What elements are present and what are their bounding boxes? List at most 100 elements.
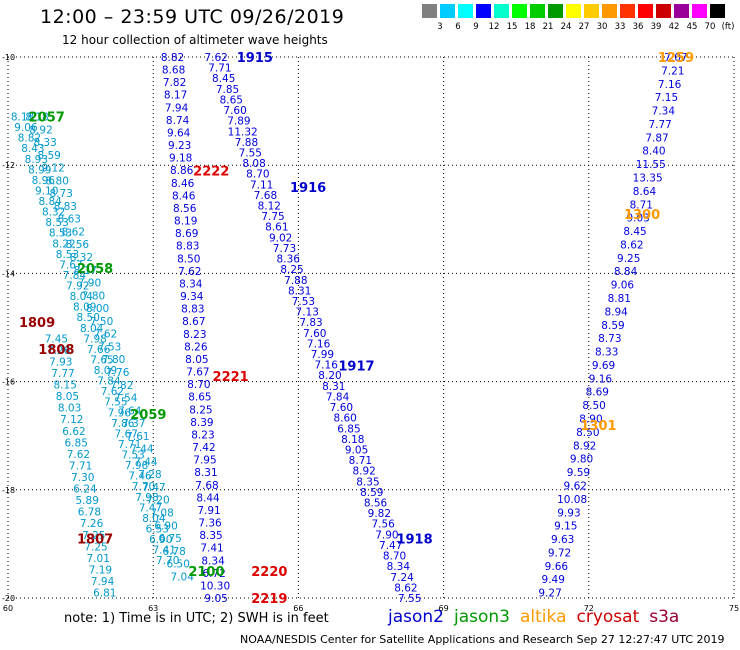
wave-height-value: 8.44 bbox=[196, 492, 220, 504]
legend-swatch bbox=[566, 4, 581, 18]
lat-tick-label: -14 bbox=[2, 269, 15, 278]
legend-swatch bbox=[440, 4, 455, 18]
pass-time-label: 1916 bbox=[290, 181, 326, 196]
wave-height-value: 9.23 bbox=[168, 140, 191, 152]
pass-time-label: 1809 bbox=[19, 316, 55, 331]
wave-height-value: 7.85 bbox=[216, 84, 239, 96]
wave-height-value: 7.80 bbox=[82, 290, 105, 302]
wave-height-value: 7.28 bbox=[138, 469, 161, 481]
wave-height-value: 8.53 bbox=[45, 217, 68, 229]
wave-height-value: 7.55 bbox=[104, 397, 127, 409]
wave-height-value: 8.31 bbox=[194, 467, 217, 479]
wave-height-value: 8.03 bbox=[58, 403, 81, 415]
wave-height-value: 9.49 bbox=[542, 574, 565, 586]
wave-height-value: 7.36 bbox=[198, 518, 222, 530]
lat-tick-label: -12 bbox=[2, 161, 15, 170]
wave-height-value: 6.50 bbox=[167, 559, 190, 571]
wave-height-value: 7.60 bbox=[330, 402, 353, 414]
wave-height-value: 8.50 bbox=[177, 253, 200, 265]
wave-height-value: 7.71 bbox=[118, 439, 141, 451]
wave-height-value: 7.77 bbox=[648, 119, 671, 131]
wave-height-value: 8.83 bbox=[181, 304, 204, 316]
pass-time-label: 1808 bbox=[38, 343, 74, 358]
wave-height-value: 8.08 bbox=[242, 158, 265, 170]
wave-height-value: 8.71 bbox=[630, 199, 653, 211]
wave-height-value: 8.35 bbox=[356, 476, 379, 488]
wave-height-value: 8.09 bbox=[94, 365, 117, 377]
wave-height-value: 8.39 bbox=[190, 417, 213, 429]
wave-height-value: 8.56 bbox=[173, 203, 197, 215]
wave-height-value: 8.50 bbox=[576, 427, 599, 439]
wave-height-value: 6.78 bbox=[78, 507, 101, 519]
wave-height-value: 7.83 bbox=[299, 317, 322, 329]
wave-height-value: 7.98 bbox=[135, 492, 158, 504]
map-title: 12:00 – 23:59 UTC 09/26/2019 bbox=[40, 6, 345, 28]
wave-height-value: 11.32 bbox=[228, 126, 258, 138]
wave-height-value: 8.36 bbox=[277, 254, 301, 266]
wave-height-value: 8.70 bbox=[383, 551, 406, 563]
wave-height-value: 7.91 bbox=[197, 505, 220, 517]
wave-height-value: 7.82 bbox=[163, 77, 186, 89]
wave-height-value: 9.18 bbox=[169, 153, 192, 165]
wave-height-value: 7.89 bbox=[227, 116, 250, 128]
legend-swatch bbox=[530, 4, 545, 18]
wave-height-value: 8.68 bbox=[162, 65, 185, 77]
wave-height-value: 8.32 bbox=[42, 207, 65, 219]
pass-time-label: 1915 bbox=[237, 51, 273, 66]
wave-height-value: 8.12 bbox=[258, 201, 281, 213]
wave-height-value: 8.83 bbox=[176, 241, 199, 253]
wave-height-value: 7.95 bbox=[193, 455, 216, 467]
wave-height-value: 7.62 bbox=[178, 266, 201, 278]
wave-height-value: 7.99 bbox=[311, 349, 334, 361]
wave-height-value: 7.62 bbox=[94, 329, 117, 341]
satellite-legend-item: jason2 bbox=[388, 607, 444, 627]
wave-height-value: 7.71 bbox=[208, 63, 231, 75]
wave-height-value: 7.90 bbox=[78, 278, 101, 290]
wave-height-value: 7.80 bbox=[102, 354, 125, 366]
wave-height-value: 7.87 bbox=[645, 132, 668, 144]
wave-height-value: 7.86 bbox=[111, 418, 135, 430]
legend-label: 27 bbox=[578, 22, 590, 32]
wave-height-value: 9.25 bbox=[617, 253, 640, 265]
wave-height-value: 7.88 bbox=[235, 137, 258, 149]
wave-height-value: 9.02 bbox=[269, 232, 292, 244]
wave-height-value: 7.98 bbox=[83, 333, 106, 345]
wave-height-value: 8.84 bbox=[38, 196, 62, 208]
legend-label: 30 bbox=[596, 22, 608, 32]
wave-height-value: 8.50 bbox=[77, 312, 100, 324]
wave-height-value: 7.07 bbox=[664, 52, 687, 64]
wave-height-value: 6.85 bbox=[65, 437, 88, 449]
wave-height-value: 7.34 bbox=[652, 106, 676, 118]
wave-height-value: 9.06 bbox=[611, 280, 635, 292]
wave-height-value: 7.94 bbox=[165, 102, 189, 114]
wave-height-value: 8.63 bbox=[58, 214, 81, 226]
wave-height-value: 7.41 bbox=[200, 543, 223, 555]
wave-height-value: 8.34 bbox=[179, 278, 203, 290]
wave-height-value: 9.03 bbox=[626, 213, 649, 225]
wave-height-value: 7.55 bbox=[398, 593, 421, 605]
lon-tick-label: 66 bbox=[293, 604, 303, 613]
wave-height-value: 7.76 bbox=[106, 367, 130, 379]
satellite-legend-item: jason3 bbox=[454, 607, 510, 627]
wave-height-value: 9.93 bbox=[557, 507, 580, 519]
wave-height-value: 8.09 bbox=[73, 302, 96, 314]
wave-height-value: 7.08 bbox=[150, 507, 173, 519]
wave-height-value: 7.41 bbox=[153, 545, 176, 557]
wave-height-value: 8.62 bbox=[62, 226, 85, 238]
wave-height-value: 8.59 bbox=[360, 487, 383, 499]
wave-height-value: 8.94 bbox=[604, 306, 628, 318]
legend-label: 12 bbox=[488, 22, 500, 32]
wave-height-value: 8.83 bbox=[54, 201, 77, 213]
wave-height-value: 7.90 bbox=[375, 529, 398, 541]
wave-height-value: 9.64 bbox=[167, 127, 191, 139]
legend-swatch bbox=[710, 4, 725, 18]
wave-height-value: 9.27 bbox=[538, 588, 561, 600]
wave-height-value: 7.16 bbox=[658, 79, 682, 91]
wave-height-value: 7.42 bbox=[192, 442, 215, 454]
wave-height-value: 9.62 bbox=[564, 480, 587, 492]
wave-height-value: 8.62 bbox=[620, 239, 643, 251]
wave-height-value: 7.84 bbox=[97, 376, 121, 388]
wave-height-value: 8.61 bbox=[265, 222, 288, 234]
wave-height-value: 7.53 bbox=[292, 296, 315, 308]
wave-height-value: 8.81 bbox=[608, 293, 631, 305]
